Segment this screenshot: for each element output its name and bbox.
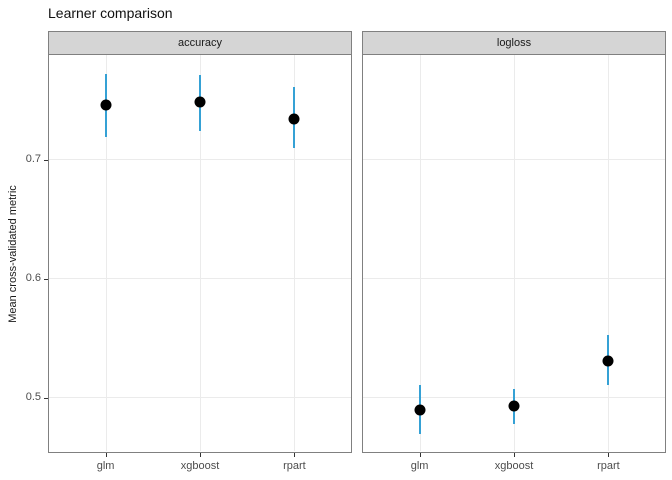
gridline-vertical (608, 55, 610, 451)
y-tick-label: 0.7 (25, 153, 41, 166)
x-tick-mark (419, 453, 421, 457)
y-tick-mark (44, 278, 48, 280)
data-point (194, 96, 206, 108)
y-axis-title: Mean cross-validated metric (7, 185, 19, 323)
y-tick-mark (44, 397, 48, 399)
facet-strip-label: logloss (496, 37, 532, 49)
gridline-vertical (200, 55, 201, 451)
gridline-vertical (419, 55, 421, 451)
y-tick-label: 0.6 (25, 271, 41, 284)
x-tick-label: rpart (283, 460, 306, 472)
facet-strip-logloss: logloss (362, 31, 666, 55)
data-point (414, 404, 426, 415)
x-tick-mark (608, 453, 610, 457)
page-title: Learner comparison (48, 5, 173, 21)
facet-strip-label: accuracy (177, 37, 223, 49)
x-tick-mark (514, 453, 515, 457)
x-tick-mark (105, 453, 107, 457)
x-tick-label: xgboost (494, 460, 534, 472)
facet-panel-accuracy (48, 55, 352, 453)
data-point (288, 113, 300, 125)
data-point (100, 99, 112, 111)
x-tick-mark (294, 453, 296, 457)
data-point (508, 400, 520, 412)
gridline-vertical (514, 55, 515, 451)
gridline-vertical (294, 55, 296, 451)
facet-strip-accuracy: accuracy (48, 31, 352, 55)
data-point (602, 355, 614, 367)
x-tick-label: rpart (597, 460, 620, 472)
x-tick-label: xgboost (180, 460, 220, 472)
y-tick-mark (44, 160, 48, 162)
gridline-vertical (105, 55, 107, 451)
x-tick-label: glm (96, 460, 115, 472)
y-tick-label: 0.5 (25, 390, 41, 403)
x-tick-mark (200, 453, 201, 457)
facet-panel-logloss (362, 55, 666, 453)
x-tick-label: glm (410, 460, 429, 472)
